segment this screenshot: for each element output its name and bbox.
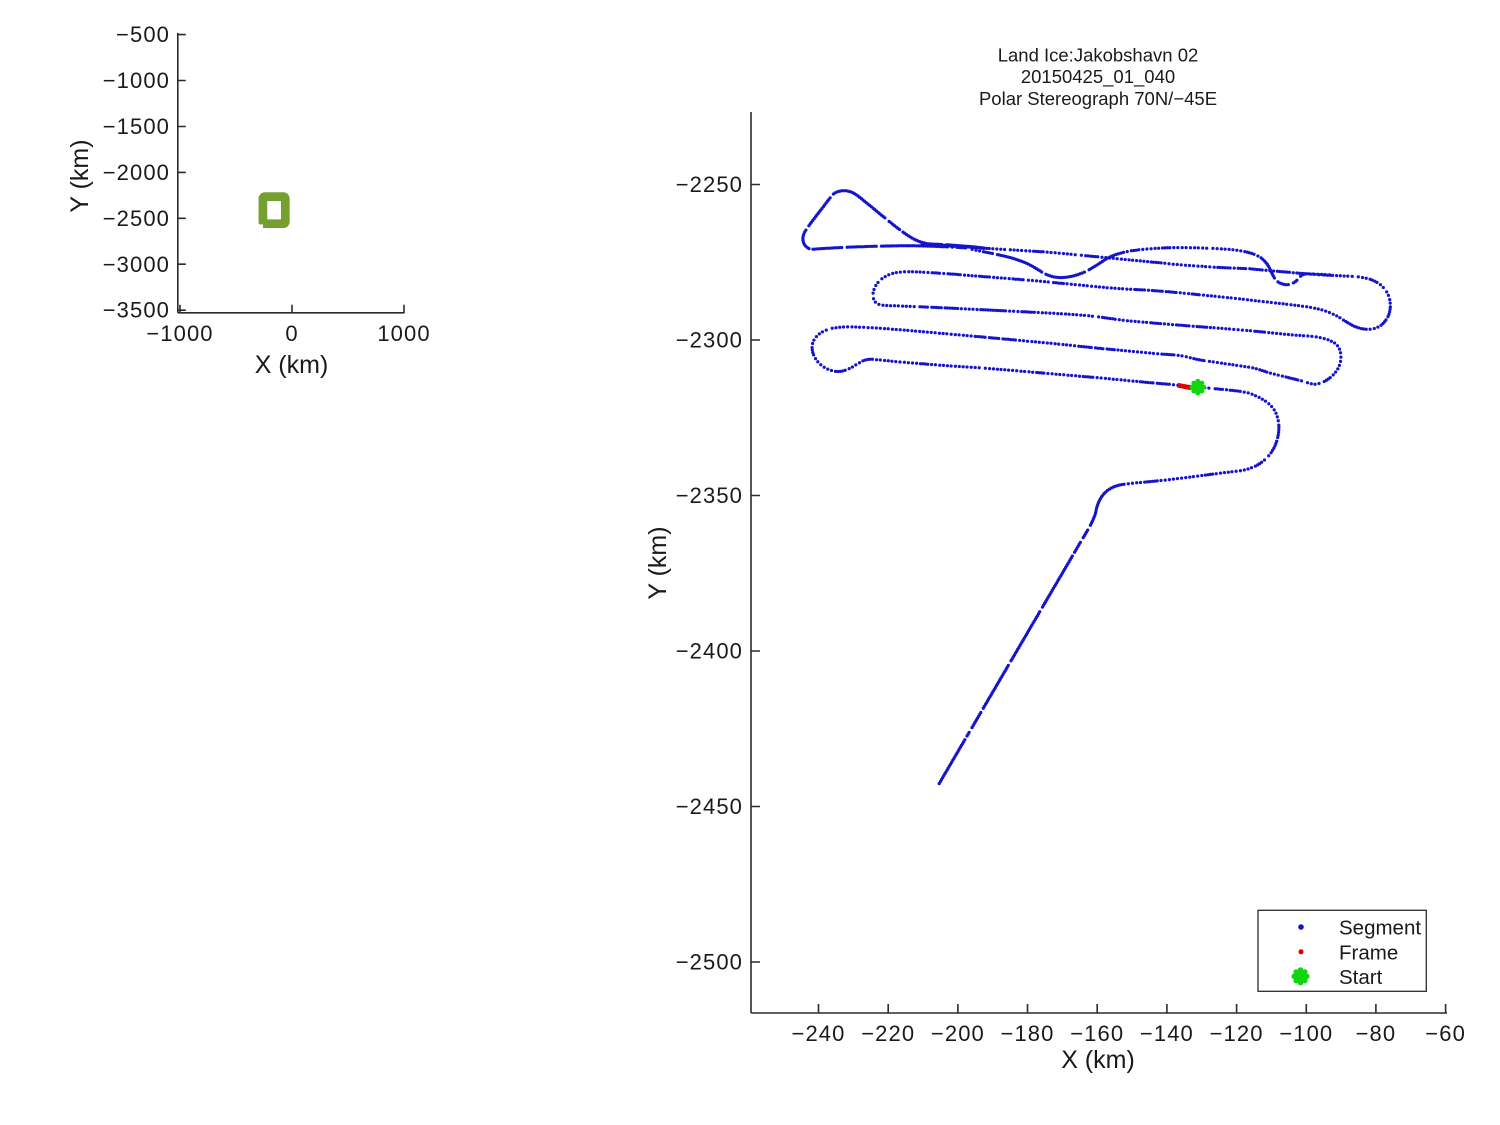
svg-text:Segment: Segment — [1339, 917, 1421, 940]
svg-text:−100: −100 — [1279, 1021, 1333, 1046]
svg-text:−200: −200 — [931, 1021, 985, 1046]
svg-text:−2500: −2500 — [103, 206, 170, 231]
svg-text:−500: −500 — [116, 22, 170, 47]
svg-text:−3000: −3000 — [103, 252, 170, 277]
svg-text:−3500: −3500 — [103, 298, 170, 323]
svg-text:−220: −220 — [861, 1021, 915, 1046]
svg-text:Land Ice:Jakobshavn 02: Land Ice:Jakobshavn 02 — [998, 45, 1199, 66]
svg-text:−240: −240 — [792, 1021, 846, 1046]
svg-text:−2400: −2400 — [676, 639, 743, 664]
svg-text:X (km): X (km) — [1061, 1046, 1135, 1074]
svg-text:20150425_01_040: 20150425_01_040 — [1021, 66, 1175, 88]
svg-text:−160: −160 — [1070, 1021, 1124, 1046]
svg-text:−120: −120 — [1210, 1021, 1264, 1046]
svg-text:Polar Stereograph 70N/−45E: Polar Stereograph 70N/−45E — [979, 88, 1217, 109]
svg-text:−2450: −2450 — [676, 794, 743, 819]
svg-text:Y (km): Y (km) — [644, 526, 672, 599]
svg-text:0: 0 — [285, 321, 298, 346]
svg-text:Y (km): Y (km) — [66, 139, 94, 212]
svg-text:−2250: −2250 — [676, 172, 743, 197]
svg-text:−2350: −2350 — [676, 483, 743, 508]
svg-text:−180: −180 — [1001, 1021, 1055, 1046]
svg-text:−1000: −1000 — [146, 321, 213, 346]
svg-text:−140: −140 — [1140, 1021, 1194, 1046]
svg-text:−2000: −2000 — [103, 160, 170, 185]
svg-text:−60: −60 — [1425, 1021, 1466, 1046]
svg-text:−1500: −1500 — [103, 114, 170, 139]
svg-text:−1000: −1000 — [103, 68, 170, 93]
svg-text:1000: 1000 — [377, 321, 430, 346]
svg-text:Start: Start — [1339, 966, 1383, 989]
svg-text:−80: −80 — [1356, 1021, 1397, 1046]
svg-text:−2300: −2300 — [676, 328, 743, 353]
svg-text:X (km): X (km) — [255, 351, 329, 379]
svg-text:−2500: −2500 — [676, 950, 743, 975]
svg-text:Frame: Frame — [1339, 942, 1398, 965]
